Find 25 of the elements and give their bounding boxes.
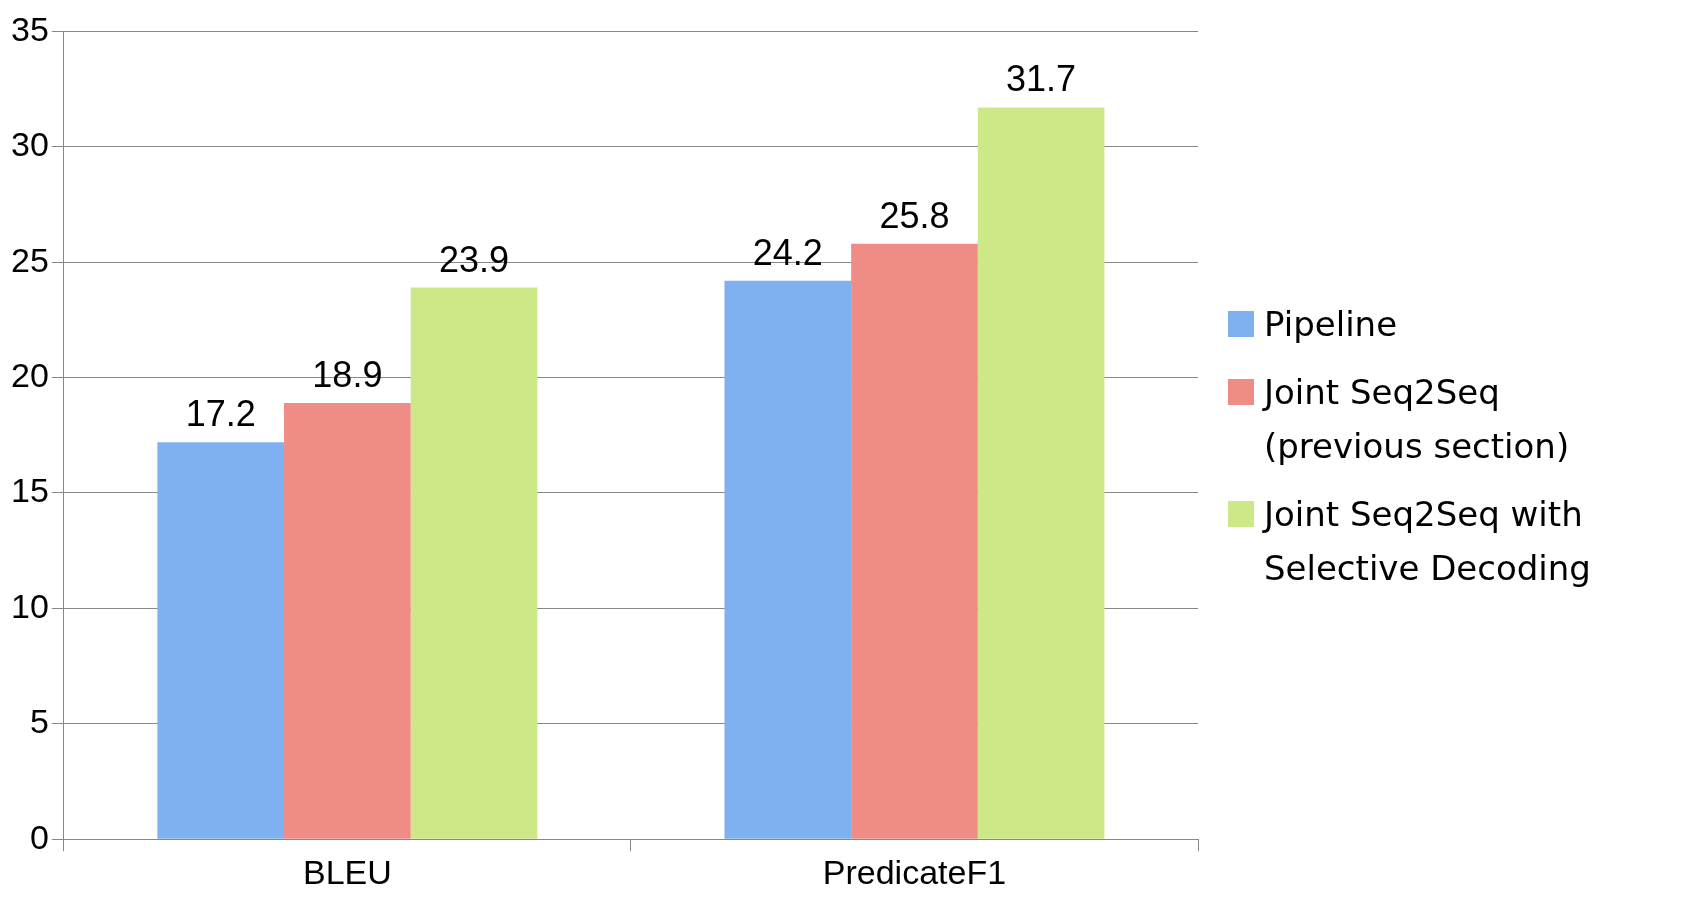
y-tick-label: 5 [29, 702, 49, 741]
y-tick-label: 10 [10, 586, 49, 625]
bar [724, 280, 852, 839]
x-tick-label: BLEU [302, 852, 392, 891]
y-tick-label: 25 [10, 240, 49, 279]
bar [410, 287, 538, 839]
bar [851, 243, 978, 839]
legend-label: Joint Seq2Seq (previous section) [1264, 371, 1571, 468]
x-tick-label: PredicateF1 [822, 852, 1007, 891]
y-tick-label: 15 [10, 471, 49, 510]
data-label: 17.2 [185, 393, 256, 435]
legend-label: Pipeline [1264, 303, 1398, 346]
bar [284, 402, 411, 839]
bar [977, 107, 1105, 839]
data-label: 25.8 [879, 194, 950, 236]
y-tick-label: 0 [29, 817, 49, 856]
data-label: 18.9 [312, 353, 383, 395]
data-label: 31.7 [1006, 58, 1077, 100]
legend-label: Joint Seq2Seq with Selective Decoding [1264, 493, 1592, 590]
y-tick-label: 35 [10, 9, 49, 48]
bar [157, 442, 285, 839]
data-label: 24.2 [752, 231, 823, 273]
y-tick-label: 30 [10, 125, 49, 164]
y-tick-label: 20 [10, 355, 49, 394]
data-label: 23.9 [438, 238, 510, 280]
